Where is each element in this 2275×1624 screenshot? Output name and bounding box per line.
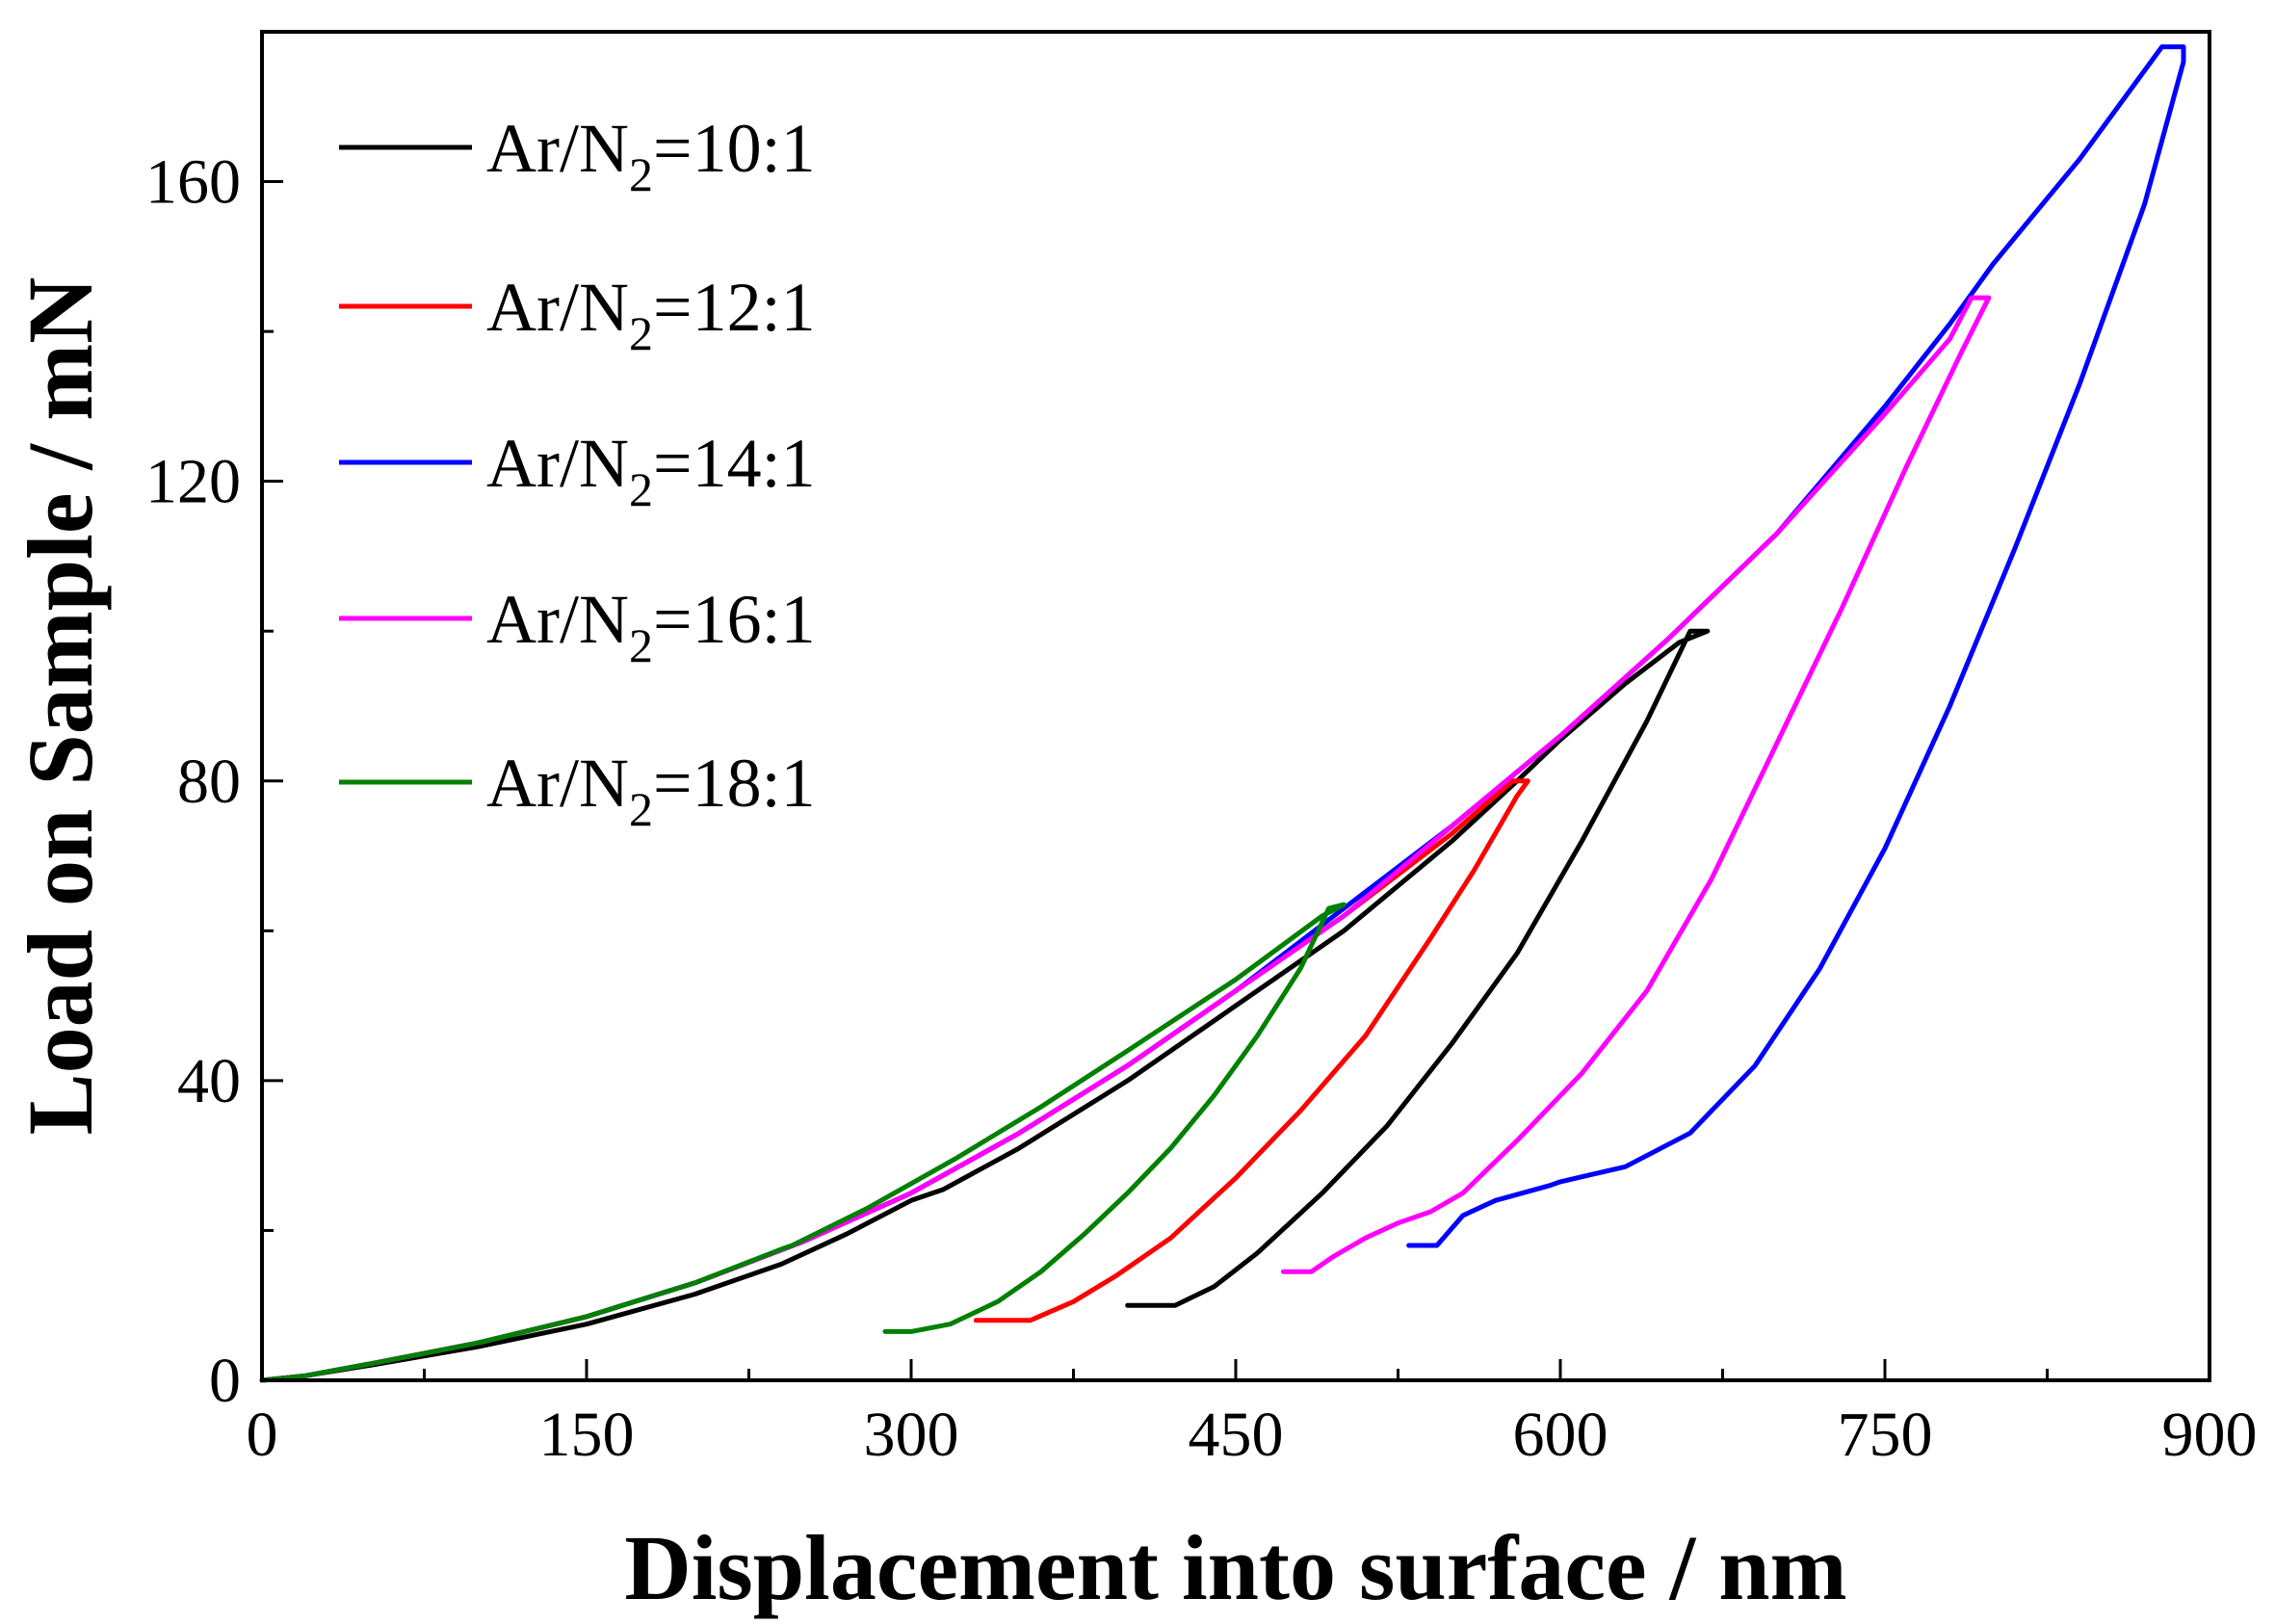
x-tick-label: 600 <box>1513 1400 1608 1470</box>
legend-label: Ar/N2=10:1 <box>486 110 816 201</box>
x-axis-title: Displacement into surface / nm <box>624 1516 1846 1619</box>
y-axis-title: Load on Sample / mN <box>9 277 112 1136</box>
legend-item: Ar/N2=14:1 <box>339 425 816 516</box>
x-tick-label: 900 <box>2162 1400 2258 1470</box>
legend: Ar/N2=10:1 Ar/N2=12:1 Ar/N2=14:1 Ar/N2=16:1… <box>339 110 816 836</box>
series-line-5 <box>259 902 1347 1383</box>
y-tick-label: 0 <box>209 1346 241 1416</box>
legend-label: Ar/N2=12:1 <box>486 269 816 360</box>
y-tick-label: 40 <box>177 1046 241 1116</box>
x-tick-label: 750 <box>1838 1400 1933 1470</box>
plot-frame <box>260 30 2211 1382</box>
series-line-2 <box>259 778 1530 1383</box>
y-tick-label: 80 <box>177 747 241 817</box>
y-tick-label: 120 <box>145 447 241 517</box>
x-tick-label: 0 <box>247 1400 278 1470</box>
legend-item: Ar/N2=18:1 <box>339 745 816 836</box>
legend-label: Ar/N2=14:1 <box>486 425 816 516</box>
series-line-1 <box>259 628 1711 1383</box>
series-lines <box>259 44 2186 1383</box>
x-tick-labels: 0 150 300 450 600 750 900 <box>247 1400 2258 1470</box>
legend-item: Ar/N2=12:1 <box>339 269 816 360</box>
legend-label: Ar/N2=16:1 <box>486 581 816 672</box>
x-tick-label: 150 <box>539 1400 635 1470</box>
legend-item: Ar/N2=10:1 <box>339 110 816 201</box>
series-line-3 <box>259 44 2186 1383</box>
legend-label: Ar/N2=18:1 <box>486 745 816 836</box>
y-tick-label: 160 <box>145 147 241 218</box>
legend-item: Ar/N2=16:1 <box>339 581 816 672</box>
x-tick-label: 450 <box>1189 1400 1284 1470</box>
y-tick-labels: 0 40 80 120 160 <box>145 147 241 1416</box>
x-tick-label: 300 <box>864 1400 959 1470</box>
